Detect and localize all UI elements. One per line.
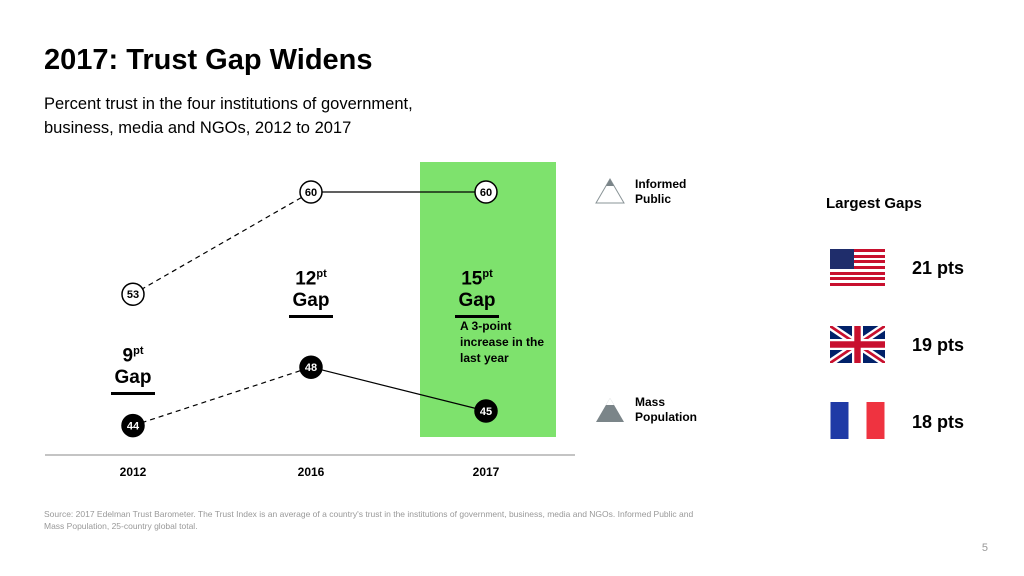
- legend-informed-public: Informed Public: [635, 177, 687, 206]
- mass-population-point-2017: 45: [474, 399, 498, 423]
- mass-population-point-2012: 44: [121, 413, 145, 438]
- largest-gaps-heading: Largest Gaps: [826, 195, 922, 212]
- legend-mass-population: Mass Population: [635, 395, 697, 424]
- gap-label-2017: 15pt Gap: [444, 263, 510, 319]
- x-tick-label: 2016: [298, 465, 325, 479]
- source-note: Source: 2017 Edelman Trust Barometer. Th…: [44, 509, 694, 531]
- uk-flag-icon: [830, 326, 885, 363]
- informed-public-point-2017: 60: [474, 180, 498, 204]
- series-line-segment: [132, 366, 312, 427]
- subtitle: Percent trust in the four institutions o…: [44, 95, 413, 137]
- annotation: A 3-point increase in the last year: [460, 319, 545, 365]
- gap-label-2012: 9pt Gap: [100, 340, 166, 396]
- data-label: 44: [127, 421, 140, 433]
- x-tick-label: 2017: [473, 465, 500, 479]
- mass-population-icon: [596, 398, 624, 422]
- informed-public-point-2016: 60: [299, 180, 323, 204]
- data-label: 53: [127, 289, 139, 301]
- us-flag-icon: [830, 249, 885, 286]
- mass-population-point-2016: 48: [299, 355, 323, 379]
- informed-public-icon: [595, 178, 625, 204]
- gap-label-2016: 12pt Gap: [278, 263, 344, 319]
- page-title: 2017: Trust Gap Widens: [44, 44, 373, 76]
- informed-public-point-2012: 53: [121, 282, 145, 306]
- france-flag-icon: [830, 402, 885, 439]
- data-label: 48: [305, 362, 317, 374]
- series-line-segment: [310, 366, 487, 412]
- highlight-2017: [420, 162, 556, 437]
- data-label: 45: [480, 406, 492, 418]
- gap-value-france: 18 pts: [912, 412, 965, 432]
- gap-value-us: 21 pts: [912, 258, 965, 278]
- series-line-segment: [132, 191, 312, 295]
- data-label: 60: [480, 187, 492, 199]
- x-tick-label: 2012: [120, 465, 147, 479]
- page-number: 5: [981, 542, 988, 554]
- data-label: 60: [305, 187, 317, 199]
- gap-value-uk: 19 pts: [912, 335, 965, 355]
